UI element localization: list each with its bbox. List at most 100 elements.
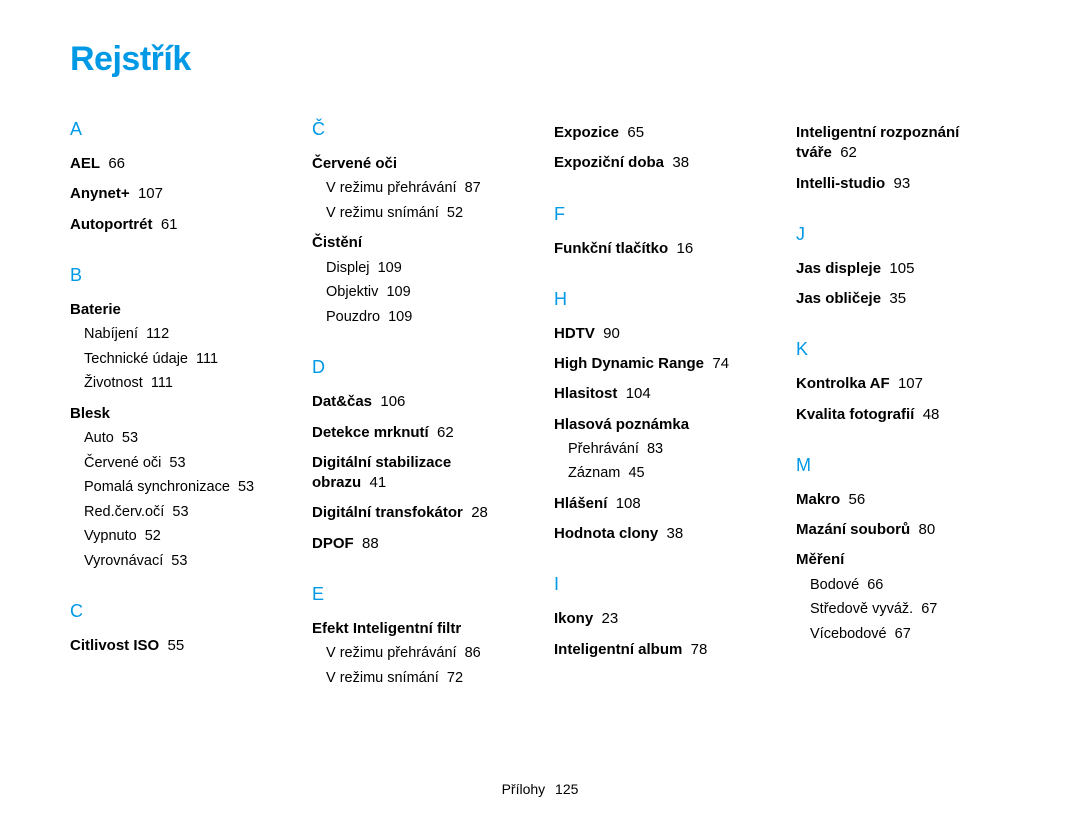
index-subitem[interactable]: V režimu přehrávání 87	[326, 179, 526, 199]
index-subitem[interactable]: Nabíjení 112	[84, 325, 284, 345]
term-page: 105	[881, 260, 914, 277]
index-term[interactable]: Autoportrét 61	[70, 215, 284, 235]
index-subitem[interactable]: Vícebodové 67	[810, 625, 1010, 645]
index-term[interactable]: DPOF 88	[312, 534, 526, 554]
term-label: Anynet+	[70, 185, 130, 202]
index-term[interactable]: High Dynamic Range 74	[554, 354, 768, 374]
term-label: Detekce mrknutí	[312, 424, 429, 441]
index-term[interactable]: Efekt Inteligentní filtr	[312, 619, 526, 639]
term-page: 90	[595, 325, 620, 342]
term-label: Makro	[796, 491, 840, 508]
term-page: 62	[832, 144, 857, 161]
subitem-label: Auto	[84, 430, 114, 446]
index-term[interactable]: AEL 66	[70, 154, 284, 174]
index-term[interactable]: Detekce mrknutí 62	[312, 423, 526, 443]
term-label: Inteligentní rozpoznání tváře	[796, 124, 959, 161]
term-label: Červené oči	[312, 155, 397, 172]
index-term[interactable]: Kontrolka AF 107	[796, 374, 1010, 394]
index-subitem[interactable]: Red.červ.očí 53	[84, 503, 284, 523]
index-term[interactable]: Hlášení 108	[554, 494, 768, 514]
index-term[interactable]: HDTV 90	[554, 324, 768, 344]
index-term[interactable]: Dat&čas 106	[312, 392, 526, 412]
index-subitem[interactable]: Červené oči 53	[84, 454, 284, 474]
subitem-page: 52	[439, 205, 463, 221]
index-column: AAEL 66Anynet+ 107Autoportrét 61BBaterie…	[70, 113, 284, 688]
index-subitem[interactable]: V režimu snímání 52	[326, 204, 526, 224]
subitem-label: Pouzdro	[326, 309, 380, 325]
index-term[interactable]: Intelli-studio 93	[796, 174, 1010, 194]
subitem-label: Displej	[326, 260, 370, 276]
subitem-label: Pomalá synchronizace	[84, 479, 230, 495]
subitem-label: Záznam	[568, 465, 620, 481]
index-term[interactable]: Hodnota clony 38	[554, 524, 768, 544]
index-term[interactable]: Ikony 23	[554, 609, 768, 629]
subitem-page: 86	[457, 645, 481, 661]
index-term[interactable]: Hlasová poznámka	[554, 415, 768, 435]
subitem-page: 53	[163, 553, 187, 569]
index-column: ČČervené očiV režimu přehrávání 87V reži…	[312, 113, 526, 688]
index-term[interactable]: Červené oči	[312, 154, 526, 174]
index-term[interactable]: Měření	[796, 550, 1010, 570]
index-columns: AAEL 66Anynet+ 107Autoportrét 61BBaterie…	[70, 113, 1010, 688]
term-page: 80	[910, 521, 935, 538]
index-term[interactable]: Digitální transfokátor 28	[312, 503, 526, 523]
subitem-label: Bodové	[810, 577, 859, 593]
index-subitem[interactable]: Životnost 111	[84, 374, 284, 394]
subitem-label: Červené oči	[84, 455, 161, 471]
index-term[interactable]: Blesk	[70, 404, 284, 424]
index-term[interactable]: Digitální stabilizace obrazu 41	[312, 453, 526, 494]
index-term[interactable]: Expoziční doba 38	[554, 153, 768, 173]
index-subitem[interactable]: Vyrovnávací 53	[84, 552, 284, 572]
index-subitem[interactable]: Středově vyváž. 67	[810, 600, 1010, 620]
subitem-page: 72	[439, 670, 463, 686]
index-subitem[interactable]: V režimu přehrávání 86	[326, 644, 526, 664]
term-page: 74	[704, 355, 729, 372]
index-subitem[interactable]: Pouzdro 109	[326, 308, 526, 328]
term-label: Funkční tlačítko	[554, 240, 668, 257]
index-subitem[interactable]: V režimu snímání 72	[326, 669, 526, 689]
index-term[interactable]: Baterie	[70, 300, 284, 320]
index-subitem[interactable]: Displej 109	[326, 259, 526, 279]
index-subitem[interactable]: Technické údaje 111	[84, 350, 284, 370]
subitem-page: 111	[188, 351, 218, 367]
index-term[interactable]: Jas obličeje 35	[796, 289, 1010, 309]
index-letter: C	[70, 601, 284, 622]
term-label: Efekt Inteligentní filtr	[312, 620, 461, 637]
subitem-label: Životnost	[84, 375, 143, 391]
index-subitem[interactable]: Auto 53	[84, 429, 284, 449]
index-term[interactable]: Mazání souborů 80	[796, 520, 1010, 540]
index-term[interactable]: Makro 56	[796, 490, 1010, 510]
footer-page: 125	[555, 781, 578, 797]
term-page: 88	[354, 535, 379, 552]
term-page: 38	[664, 154, 689, 171]
subitem-page: 109	[378, 284, 410, 300]
index-term[interactable]: Anynet+ 107	[70, 184, 284, 204]
index-term[interactable]: Citlivost ISO 55	[70, 636, 284, 656]
index-subitem[interactable]: Pomalá synchronizace 53	[84, 478, 284, 498]
term-page: 108	[607, 495, 640, 512]
index-subitem[interactable]: Objektiv 109	[326, 283, 526, 303]
index-subitem[interactable]: Vypnuto 52	[84, 527, 284, 547]
footer-label: Přílohy	[502, 781, 546, 797]
subitem-page: 112	[138, 326, 169, 342]
subitem-page: 67	[913, 601, 937, 617]
index-subitem[interactable]: Přehrávání 83	[568, 440, 768, 460]
index-term[interactable]: Hlasitost 104	[554, 384, 768, 404]
subitem-page: 111	[143, 375, 173, 391]
term-label: Hlasová poznámka	[554, 416, 689, 433]
term-label: High Dynamic Range	[554, 355, 704, 372]
index-subitem[interactable]: Záznam 45	[568, 464, 768, 484]
term-page: 104	[617, 385, 650, 402]
index-term[interactable]: Čistění	[312, 233, 526, 253]
subitem-label: Středově vyváž.	[810, 601, 913, 617]
term-label: Digitální transfokátor	[312, 504, 463, 521]
index-term[interactable]: Inteligentní album 78	[554, 640, 768, 660]
subitem-label: Vypnuto	[84, 528, 137, 544]
index-term[interactable]: Kvalita fotografií 48	[796, 405, 1010, 425]
index-term[interactable]: Jas displeje 105	[796, 259, 1010, 279]
index-term[interactable]: Inteligentní rozpoznání tváře 62	[796, 123, 1010, 164]
index-term[interactable]: Funkční tlačítko 16	[554, 239, 768, 259]
index-subitem[interactable]: Bodové 66	[810, 576, 1010, 596]
term-label: HDTV	[554, 325, 595, 342]
index-term[interactable]: Expozice 65	[554, 123, 768, 143]
